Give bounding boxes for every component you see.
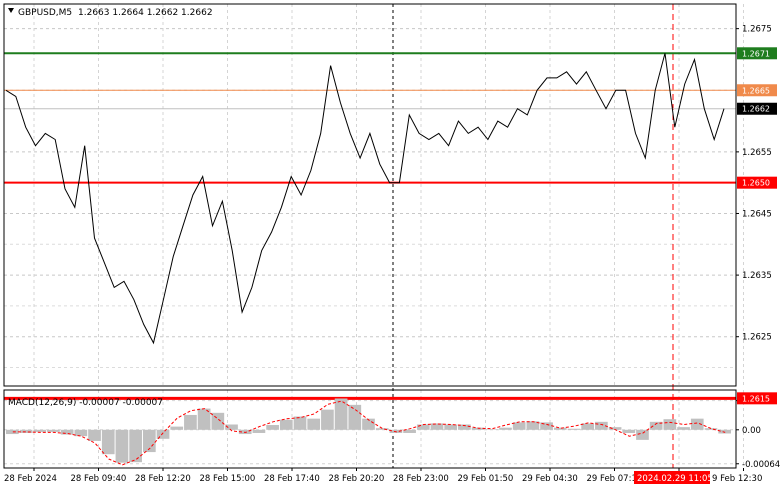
macd-bar (252, 429, 266, 433)
macd-bar (567, 428, 581, 430)
macd-bar (403, 429, 416, 433)
macd-bar (60, 429, 74, 435)
price-grid (4, 4, 744, 386)
macd-bar (499, 427, 512, 430)
time-tick-label: 28 Feb 09:40 (71, 474, 127, 484)
macd-tick-label: 0.00 (742, 426, 761, 436)
time-tick-label: 28 Feb 17:40 (264, 474, 320, 484)
macd-bar (74, 429, 88, 437)
cursor-time-label: 2024.02.29 11:05 (637, 474, 713, 484)
macd-bar (225, 424, 238, 430)
price-level-tag (737, 47, 777, 60)
price-line (5, 53, 725, 345)
macd-bar (33, 429, 47, 432)
chevron-down-icon[interactable] (8, 8, 14, 13)
price-level-tag-label: 1.2665 (742, 86, 770, 95)
price-tick-label: 1.2675 (742, 25, 772, 35)
price-level-tag-label: 1.2671 (742, 49, 770, 58)
ohlc-values: 1.2663 1.2664 1.2662 1.2662 (78, 8, 213, 18)
macd-bar (677, 427, 690, 430)
macd-bar (6, 429, 19, 435)
macd-bar (581, 423, 595, 430)
macd-bar (430, 423, 444, 430)
current-price-tag-label: 1.2662 (742, 105, 770, 114)
macd-bar (540, 422, 553, 430)
macd-pane-border (3, 389, 737, 469)
macd-bar (649, 421, 663, 430)
price-tick-label: 1.2635 (742, 271, 772, 281)
macd-bar (663, 419, 677, 430)
price-level-tag (737, 392, 777, 405)
time-tick-label: 28 Feb 20:20 (329, 474, 385, 484)
price-tick-label: 1.2625 (742, 333, 772, 343)
macd-bar (512, 422, 526, 430)
macd-bar (47, 429, 60, 432)
time-tick-label: 29 Feb 01:50 (458, 474, 514, 484)
price-level-tag (737, 176, 777, 189)
macd-bar (416, 424, 430, 430)
macd-bar (170, 426, 184, 430)
time-tick-label: 29 Feb 07:10 (587, 474, 643, 484)
macd-bar (553, 427, 567, 430)
macd-bar (197, 408, 211, 430)
macd-bar (704, 428, 718, 430)
macd-bar (115, 429, 129, 463)
price-axis: 1.2675 1.2655 1.2645 1.2635 1.2625 (736, 25, 772, 343)
price-level-tag-label: 1.2650 (742, 179, 770, 188)
macd-bar (129, 429, 142, 463)
time-tick-label: 28 Feb 2024 (4, 474, 57, 484)
macd-tick-label: -0.00064 (742, 460, 780, 470)
macd-bar (184, 414, 197, 430)
time-tick-label: 28 Feb 12:20 (135, 474, 191, 484)
macd-bar (690, 418, 704, 430)
time-tick-label: 9 Feb 12:30 (712, 474, 762, 484)
symbol-label: GBPUSD,M5 (18, 8, 72, 18)
macd-bar (88, 429, 101, 441)
time-tick-label: 28 Feb 23:00 (393, 474, 449, 484)
macd-bar (444, 424, 458, 430)
price-level-tag-label: 1.2615 (742, 394, 770, 403)
cursor-time-tag (634, 471, 710, 484)
time-tick-label: 28 Feb 15:00 (200, 474, 256, 484)
vertical-markers (392, 4, 674, 468)
price-levels (4, 52, 736, 400)
macd-bar (485, 429, 499, 430)
price-tick-label: 1.2645 (742, 209, 772, 219)
price-tick-label: 1.2655 (742, 148, 772, 158)
time-tick-label: 29 Feb 04:30 (522, 474, 578, 484)
macd-bar (718, 429, 731, 434)
macd-bar (622, 429, 636, 433)
macd-bar (307, 418, 321, 430)
macd-bar (362, 418, 375, 430)
macd-bar (142, 429, 156, 453)
macd-bar (321, 409, 334, 430)
macd-bar (156, 429, 170, 439)
macd-bar (526, 421, 540, 430)
macd-bar (101, 429, 115, 455)
macd-bar (211, 412, 225, 430)
macd-bar (458, 424, 471, 430)
macd-signal-line (12, 400, 726, 466)
macd-bar (608, 427, 622, 430)
macd-bar (266, 425, 279, 430)
price-level-tags: 1.2671 1.2665 1.2650 1.2615 1.2662 (737, 47, 777, 405)
macd-bar (348, 404, 362, 430)
price-pane-border (3, 3, 737, 387)
macd-bar (375, 428, 389, 430)
macd-bar (471, 427, 485, 430)
macd-bar (636, 429, 649, 440)
time-axis: 28 Feb 2024 28 Feb 09:40 28 Feb 12:20 28 Fe… (4, 468, 762, 484)
macd-title: MACD(12,26,9) -0.00007 -0.00007 (8, 398, 163, 408)
macd-bar (334, 398, 348, 430)
price-level-tag (737, 84, 777, 97)
macd-bar (595, 421, 608, 430)
macd-bar (293, 416, 307, 430)
macd-bar (19, 429, 33, 433)
macd-bar (279, 419, 293, 430)
current-price-tag (737, 102, 777, 115)
macd-histogram (6, 398, 731, 463)
